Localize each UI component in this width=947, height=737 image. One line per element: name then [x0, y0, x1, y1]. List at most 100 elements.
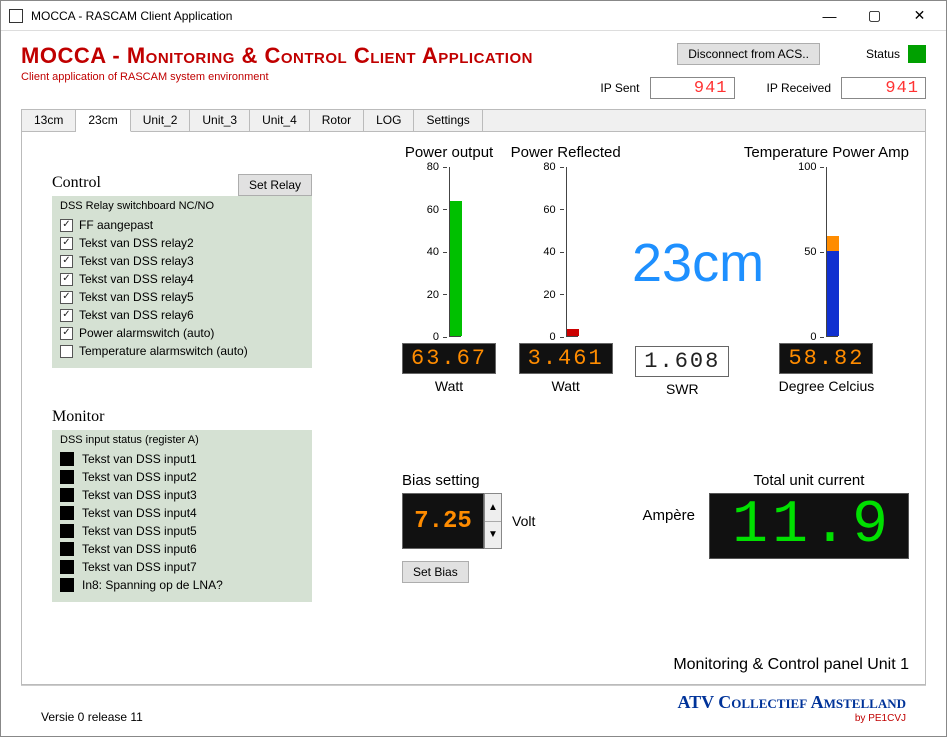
relay-checkbox[interactable] — [60, 345, 73, 358]
tab-panel: Control Set Relay DSS Relay switchboard … — [22, 132, 925, 684]
relay-checkbox[interactable] — [60, 291, 73, 304]
relay-label: Tekst van DSS relay4 — [79, 272, 194, 286]
titlebar: MOCCA - RASCAM Client Application — ▢ ✕ — [1, 1, 946, 31]
current-title: Total unit current — [754, 472, 865, 489]
ip-sent-label: IP Sent — [600, 81, 639, 95]
meter-unit: Degree Celcius — [779, 378, 875, 394]
ip-recv-label: IP Received — [767, 81, 831, 95]
relay-label: Tekst van DSS relay5 — [79, 290, 194, 304]
bias-up-button[interactable]: ▲ — [485, 494, 501, 522]
app-title: MOCCA - Monitoring & Control Client Appl… — [21, 43, 533, 69]
minimize-button[interactable]: — — [807, 2, 852, 30]
monitor-label: In8: Spanning op de LNA? — [82, 578, 223, 592]
relay-checkbox-row: Power alarmswitch (auto) — [60, 324, 304, 342]
header-right: Disconnect from ACS.. Status IP Sent 941… — [600, 43, 926, 99]
tab-rotor[interactable]: Rotor — [310, 110, 364, 131]
content: MOCCA - Monitoring & Control Client Appl… — [1, 31, 946, 736]
monitor-indicator — [60, 452, 74, 466]
monitor-row: Tekst van DSS input1 — [60, 450, 304, 468]
monitor-label: Tekst van DSS input3 — [82, 488, 197, 502]
panel-label: Monitoring & Control panel Unit 1 — [673, 656, 909, 674]
meter-unit: SWR — [666, 381, 699, 397]
meter-unit: Watt — [435, 378, 463, 394]
meter-temperature: Temperature Power Amp05010058.82Degree C… — [744, 144, 909, 397]
meter-title: Temperature Power Amp — [744, 144, 909, 161]
version-label: Versie 0 release 11 — [41, 710, 143, 724]
relay-label: Power alarmswitch (auto) — [79, 326, 214, 340]
bias-section: Bias setting 7.25 ▲ ▼ Volt Set Bias — [402, 472, 535, 583]
bias-value: 7.25 — [402, 493, 484, 549]
bias-spinner[interactable]: ▲ ▼ — [484, 493, 502, 549]
monitor-indicator — [60, 470, 74, 484]
disconnect-button[interactable]: Disconnect from ACS.. — [677, 43, 820, 65]
meter-power-output: Power output02040608063.67Watt — [402, 144, 496, 397]
current-value: 11.9 — [709, 493, 909, 559]
meter-title: Power Reflected — [511, 144, 621, 161]
relay-checkbox[interactable] — [60, 255, 73, 268]
relay-label: FF aangepast — [79, 218, 153, 232]
tab-23cm[interactable]: 23cm — [76, 110, 130, 132]
lcd-display: 1.608 — [635, 346, 729, 377]
window-buttons: — ▢ ✕ — [807, 2, 942, 30]
monitor-row: Tekst van DSS input5 — [60, 522, 304, 540]
monitor-indicator — [60, 560, 74, 574]
window-title: MOCCA - RASCAM Client Application — [31, 9, 807, 23]
monitor-indicator — [60, 506, 74, 520]
tab-unit_4[interactable]: Unit_4 — [250, 110, 310, 131]
meter-swr: 1.608 SWR — [635, 144, 729, 397]
footer: Versie 0 release 11 ATV Collectief Amste… — [21, 685, 926, 730]
relay-label: Tekst van DSS relay2 — [79, 236, 194, 250]
monitor-row: Tekst van DSS input2 — [60, 468, 304, 486]
maximize-button[interactable]: ▢ — [852, 2, 897, 30]
relay-checkbox[interactable] — [60, 237, 73, 250]
monitor-title: Monitor — [52, 408, 909, 426]
current-unit: Ampère — [642, 507, 695, 524]
relay-checkbox-row: Tekst van DSS relay6 — [60, 306, 304, 324]
ip-recv-value: 941 — [841, 77, 926, 99]
relay-checkbox-row: Tekst van DSS relay3 — [60, 252, 304, 270]
app-subtitle: Client application of RASCAM system envi… — [21, 71, 533, 83]
set-bias-button[interactable]: Set Bias — [402, 561, 469, 583]
bias-down-button[interactable]: ▼ — [485, 522, 501, 549]
set-relay-button[interactable]: Set Relay — [238, 174, 312, 196]
monitor-group-title: DSS input status (register A) — [60, 434, 304, 446]
relay-checkbox-row: Tekst van DSS relay4 — [60, 270, 304, 288]
relay-checkbox[interactable] — [60, 219, 73, 232]
meter-power-reflected: Power Reflected0204060803.461Watt — [511, 144, 621, 397]
monitor-indicator — [60, 488, 74, 502]
relay-label: Temperature alarmswitch (auto) — [79, 344, 248, 358]
status-indicator — [908, 45, 926, 63]
lower-row: Bias setting 7.25 ▲ ▼ Volt Set Bias — [402, 472, 909, 583]
tab-unit_3[interactable]: Unit_3 — [190, 110, 250, 131]
relay-checkbox[interactable] — [60, 273, 73, 286]
tab-settings[interactable]: Settings — [414, 110, 482, 131]
tab-unit_2[interactable]: Unit_2 — [131, 110, 191, 131]
monitor-row: Tekst van DSS input3 — [60, 486, 304, 504]
relay-checkbox-row: Tekst van DSS relay5 — [60, 288, 304, 306]
bias-title: Bias setting — [402, 472, 480, 489]
title-block: MOCCA - Monitoring & Control Client Appl… — [21, 43, 533, 83]
footer-brand: ATV Collectief Amstelland by PE1CVJ — [677, 692, 906, 724]
lcd-display: 3.461 — [519, 343, 613, 374]
monitor-label: Tekst van DSS input7 — [82, 560, 197, 574]
monitor-label: Tekst van DSS input4 — [82, 506, 197, 520]
relay-checkbox[interactable] — [60, 309, 73, 322]
lcd-display: 58.82 — [779, 343, 873, 374]
tab-13cm[interactable]: 13cm — [22, 110, 76, 131]
monitor-label: Tekst van DSS input2 — [82, 470, 197, 484]
brand-sub-label: by PE1CVJ — [677, 713, 906, 724]
relay-label: Tekst van DSS relay3 — [79, 254, 194, 268]
control-title: Control — [52, 174, 101, 192]
monitor-indicator — [60, 578, 74, 592]
meter-unit: Watt — [552, 378, 580, 394]
monitor-row: Tekst van DSS input6 — [60, 540, 304, 558]
tab-log[interactable]: LOG — [364, 110, 414, 131]
relay-checkbox-row: Tekst van DSS relay2 — [60, 234, 304, 252]
relay-checkbox[interactable] — [60, 327, 73, 340]
close-button[interactable]: ✕ — [897, 2, 942, 30]
monitor-indicator — [60, 524, 74, 538]
monitor-indicator — [60, 542, 74, 556]
relay-checkbox-row: FF aangepast — [60, 216, 304, 234]
ip-sent-value: 941 — [650, 77, 735, 99]
lcd-display: 63.67 — [402, 343, 496, 374]
